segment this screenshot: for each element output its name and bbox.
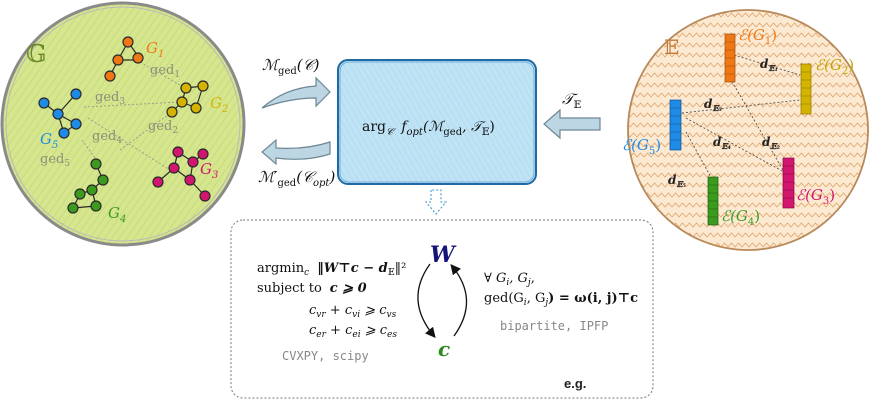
- optimization-formula: arg𝒞 fopt(ℳged, 𝒯𝔼): [362, 119, 495, 138]
- cycle-arrow-right: [450, 263, 468, 337]
- e3-label: ℰ(G3): [796, 186, 835, 207]
- ged5-label: ged5: [40, 152, 70, 169]
- d2-label: d𝔼₂: [762, 135, 780, 151]
- e2-label: ℰ(G2): [815, 56, 854, 77]
- ged-equation: ged(Gi, Gj) = ω(i, j)⊤c: [484, 291, 638, 308]
- ged-dashed-lines: [81, 61, 193, 171]
- down-arrow-dotted: [424, 189, 448, 215]
- solvers-right: bipartite, IPFP: [500, 319, 608, 333]
- graph-space: 𝔾: [0, 1, 246, 247]
- eg-label: e.g.: [564, 376, 586, 391]
- W-symbol: W: [430, 242, 457, 268]
- graph-g1: [104, 36, 144, 82]
- embedding-bar-e2: [800, 63, 812, 115]
- graph-space-symbol: 𝔾: [26, 40, 47, 68]
- embedding-bar-e5: [669, 99, 682, 151]
- e5-label: ℰ(G5): [622, 136, 661, 157]
- forall-line: ∀ Gi, Gj,: [484, 271, 535, 288]
- graph-g3: [152, 146, 211, 202]
- d5-label: d𝔼₅: [668, 173, 686, 189]
- optimization-box: arg𝒞 fopt(ℳged, 𝒯𝔼): [337, 59, 537, 185]
- solvers-left: CVXPY, scipy: [282, 349, 369, 363]
- ged1-label: ged1: [150, 63, 180, 80]
- e1-label: ℰ(G1): [738, 26, 777, 47]
- g2-label: G2: [210, 94, 228, 115]
- graph-g5: [38, 88, 82, 139]
- d4-label: d𝔼₄: [713, 135, 731, 151]
- constraint-edge: cer + cei ⩾ ces: [309, 323, 397, 340]
- embedding-distance-lines: [681, 54, 801, 191]
- arrow-from-box: [261, 138, 331, 166]
- g5-label: G5: [40, 130, 58, 151]
- g4-label: G4: [108, 204, 126, 225]
- arrow-right-label: 𝒯𝔼: [562, 90, 582, 111]
- arrow-to-box: [261, 76, 331, 109]
- embedding-space-symbol: 𝔼: [664, 35, 679, 59]
- cycle-arrow-left: [417, 263, 436, 338]
- constraint-vertex: cvr + cvi ⩾ cvs: [309, 303, 397, 320]
- embedding-bar-e3: [782, 157, 795, 209]
- arrow-top-label: ℳged(𝒞): [262, 56, 320, 77]
- c-symbol: c: [438, 337, 450, 361]
- subject-to-line: subject to c ⩾ 0: [257, 281, 367, 296]
- g1-label: G1: [146, 39, 164, 60]
- objective-line: argminc ‖W⊤c − d𝔼‖²: [257, 261, 406, 278]
- ged3-label: ged3: [95, 90, 125, 107]
- arrow-bottom-label: ℳ′ged(𝒞opt): [258, 168, 335, 189]
- embedding-bar-e1: [724, 33, 736, 83]
- e4-label: ℰ(G4): [721, 207, 760, 228]
- embedding-bar-e4: [707, 176, 719, 226]
- graph-g4: [67, 158, 109, 214]
- g3-label: G3: [200, 160, 218, 181]
- embedding-space: 𝔼: [622, 9, 869, 251]
- ged2-label: ged2: [148, 119, 178, 136]
- arrow-from-embedding: [543, 108, 601, 140]
- graph-g2: [166, 80, 209, 118]
- d3-label: d𝔼₃: [704, 97, 722, 113]
- example-panel: argminc ‖W⊤c − d𝔼‖² subject to c ⩾ 0 cvr +…: [230, 219, 654, 399]
- ged4-label: ged4: [92, 129, 122, 146]
- d1-label: d𝔼₁: [760, 57, 778, 73]
